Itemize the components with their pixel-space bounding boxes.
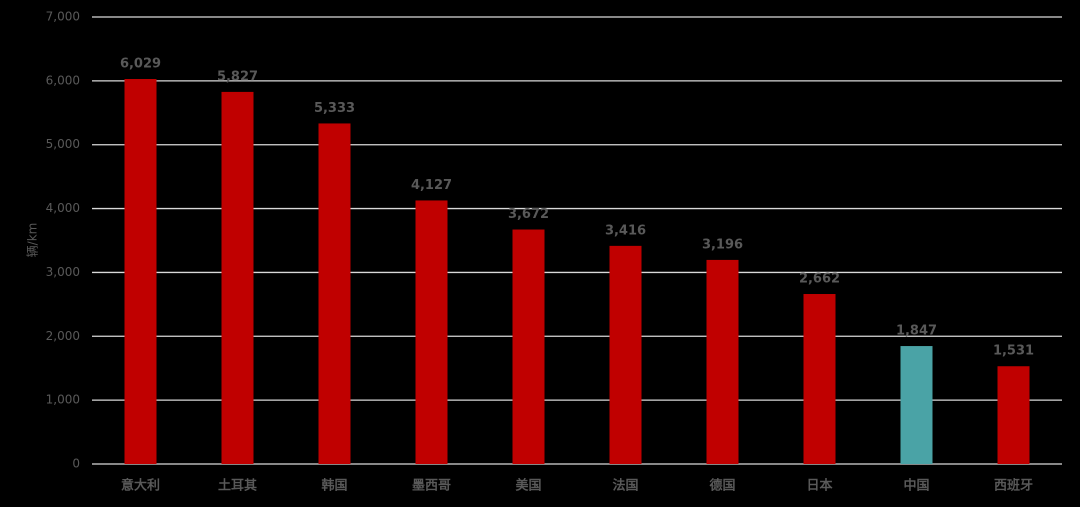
value-label: 3,196 [702,237,743,252]
value-label: 1,847 [896,324,937,339]
y-tick-label: 7,000 [46,10,80,24]
bar [803,294,836,464]
y-tick-label: 1,000 [46,393,80,407]
x-tick-label: 墨西哥 [412,478,451,494]
value-label: 5,333 [314,101,355,116]
x-tick-label: 美国 [515,478,541,494]
bar [124,79,157,465]
x-tick-label: 韩国 [321,478,347,494]
bar [318,123,351,464]
bar [706,259,739,464]
bar [221,91,254,465]
x-tick-label: 德国 [709,478,735,494]
y-tick-label: 2,000 [46,329,80,343]
bar [997,366,1030,464]
bar [900,346,933,464]
bar [512,229,545,464]
value-label: 2,662 [799,272,840,287]
y-tick-label: 6,000 [46,73,80,87]
value-label: 5,827 [217,69,258,84]
x-tick-label: 西班牙 [994,478,1033,494]
y-axis-label: 辆/km [26,223,40,258]
bar [415,200,448,464]
x-tick-label: 日本 [806,478,832,494]
y-tick-label: 4,000 [46,201,80,215]
bar [609,245,642,464]
value-label: 3,416 [605,223,646,238]
value-label: 4,127 [411,178,452,193]
value-label: 6,029 [120,57,161,72]
x-tick-label: 法国 [612,478,638,494]
x-tick-label: 中国 [903,478,929,494]
x-tick-label: 意大利 [121,478,160,494]
y-tick-label: 5,000 [46,137,80,151]
x-tick-label: 土耳其 [218,478,257,494]
value-label: 3,672 [508,207,549,222]
value-label: 1,531 [993,344,1034,359]
y-tick-label: 3,000 [46,265,80,279]
y-tick-label: 0 [72,457,80,471]
